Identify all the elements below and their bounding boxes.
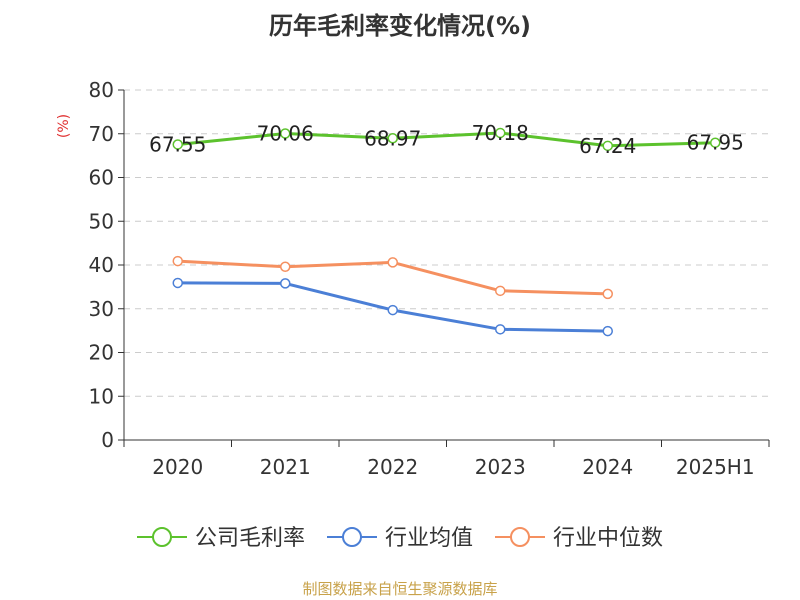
data-label: 67.55 (149, 132, 206, 156)
legend-item-1: 行业均值 (327, 526, 473, 551)
legend-item-2: 行业中位数 (495, 526, 663, 551)
axes: 0 10 20 30 40 50 60 70 80 2020 2021 2022 2023 2024 202… (89, 78, 770, 479)
data-point (495, 285, 506, 297)
legend-label: 公司毛利率 (195, 526, 305, 551)
y-axis-unit-label: (%) (56, 114, 72, 138)
x-tick-label: 2021 (260, 455, 311, 479)
data-point (280, 261, 291, 272)
x-tick-label: 2024 (582, 455, 633, 479)
y-tick-label: 20 (89, 341, 114, 365)
data-point (602, 288, 613, 300)
chart-title: 历年毛利率变化情况(%) (269, 12, 531, 40)
series-line-0 (177, 131, 716, 148)
legend-marker-icon (342, 527, 362, 547)
x-tick-label: 2020 (152, 455, 203, 479)
legend-label: 行业中位数 (553, 526, 663, 551)
data-label: 67.95 (687, 131, 744, 155)
y-tick-label: 70 (89, 122, 114, 146)
y-tick-label: 0 (101, 428, 114, 452)
y-tick-label: 50 (89, 209, 114, 233)
x-tick-label: 2025H1 (676, 455, 755, 479)
y-tick-label: 40 (89, 253, 114, 277)
data-labels: 67.55 70.06 68.97 70.18 67.24 67.95 (149, 121, 744, 158)
data-point (280, 128, 291, 139)
x-tick-label: 2022 (367, 455, 418, 479)
y-tick-label: 30 (89, 297, 114, 321)
y-tick-label: 80 (89, 78, 114, 102)
data-point (387, 304, 398, 316)
data-label: 70.18 (472, 121, 529, 145)
legend-item-0: 公司毛利率 (137, 526, 305, 551)
data-point (172, 277, 183, 289)
data-point (387, 133, 398, 144)
grid-lines (124, 89, 769, 397)
data-point (602, 140, 613, 152)
source-note: 制图数据来自恒生聚源数据库 (302, 580, 497, 598)
data-label: 70.06 (257, 121, 314, 145)
data-label: 67.24 (579, 134, 636, 158)
data-point (710, 137, 721, 148)
y-tick-label: 60 (89, 166, 114, 190)
y-tick-label: 10 (89, 384, 114, 408)
data-point (280, 278, 291, 289)
data-label: 68.97 (364, 126, 421, 150)
series-layer (172, 127, 721, 337)
legend-marker-icon (510, 527, 530, 547)
x-tick-label: 2023 (475, 455, 526, 479)
data-point (602, 325, 613, 337)
data-point (495, 127, 506, 139)
data-point (387, 257, 398, 268)
legend: 公司毛利率 行业均值 行业中位数 (137, 526, 663, 551)
data-point (172, 139, 183, 150)
legend-label: 行业均值 (385, 526, 473, 551)
data-point (172, 255, 183, 267)
legend-marker-icon (152, 527, 172, 547)
data-point (495, 324, 506, 335)
